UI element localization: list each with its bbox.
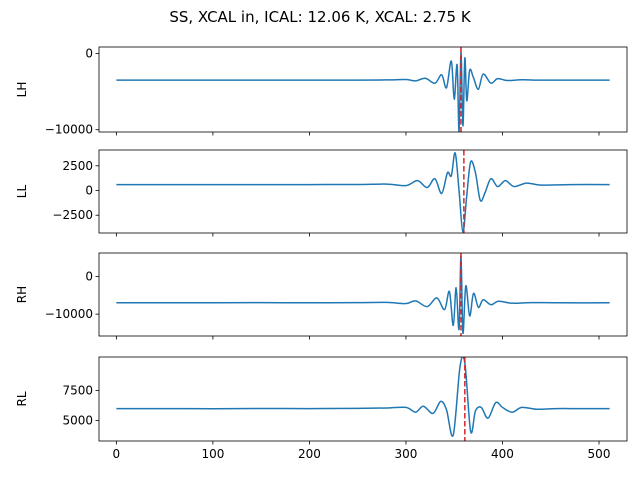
y-tick-label: −2500 [52, 208, 93, 222]
x-tick-label: 500 [588, 447, 611, 461]
series-line [116, 51, 610, 132]
y-tick-label: 2500 [62, 159, 93, 173]
axes-frame [98, 46, 628, 133]
series-line [116, 357, 610, 437]
axes-frame [98, 149, 628, 234]
x-tick-label: 200 [298, 447, 321, 461]
y-tick-label: 0 [85, 46, 93, 60]
y-axis-label: RH [15, 286, 29, 303]
y-axis-label: LL [15, 185, 29, 199]
series-line [116, 254, 610, 334]
y-tick-label: 7500 [62, 384, 93, 398]
y-tick-label: −10000 [45, 123, 93, 137]
y-tick-label: −10000 [45, 307, 93, 321]
figure-title: SS, XCAL in, ICAL: 12.06 K, XCAL: 2.75 K [169, 8, 471, 26]
subplot-4: 7500 5000 0 100 200 300 400 500 RL [15, 356, 628, 461]
x-tick-label: 300 [395, 447, 418, 461]
y-axis-label: LH [15, 82, 29, 98]
y-tick-label: 5000 [62, 414, 93, 428]
subplot-3: 0 −10000 RH [15, 252, 628, 340]
y-tick-label: 0 [85, 184, 93, 198]
axes-frame [98, 252, 628, 337]
axes-frame [98, 356, 628, 442]
x-tick-label: 100 [201, 447, 224, 461]
y-tick-label: 0 [85, 269, 93, 283]
subplot-2: 2500 0 −2500 LL [15, 149, 628, 237]
series-line [116, 152, 610, 233]
x-tick-label: 0 [113, 447, 121, 461]
y-axis-label: RL [15, 391, 29, 406]
subplot-1: 0 −10000 LH [15, 46, 628, 137]
x-tick-label: 400 [491, 447, 514, 461]
